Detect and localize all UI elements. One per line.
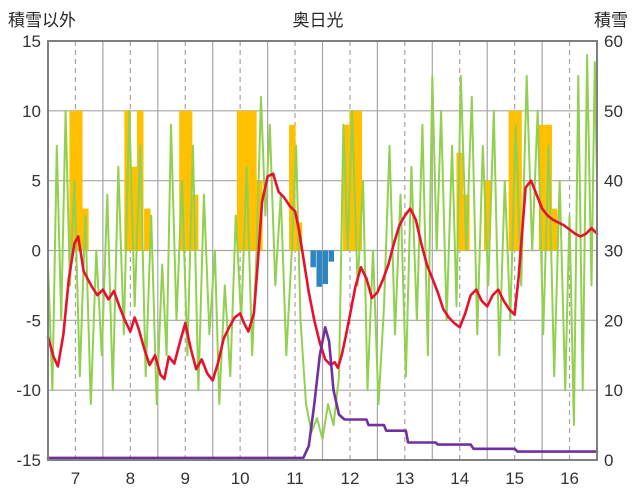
orange-bars-bar bbox=[69, 110, 76, 251]
red-line bbox=[46, 172, 599, 382]
orange-bars-bar bbox=[355, 110, 363, 251]
blue-bars-bar bbox=[310, 250, 316, 268]
orange-bars-bar bbox=[185, 110, 193, 251]
orange-bars-bar bbox=[349, 110, 356, 251]
right-axis-tick-label: 10 bbox=[604, 381, 623, 400]
orange-bars-bar bbox=[508, 110, 516, 251]
blue-bars-bar bbox=[322, 250, 328, 285]
x-axis-tick-label: 9 bbox=[181, 469, 190, 488]
right-axis-tick-label: 50 bbox=[604, 102, 623, 121]
left-axis-tick-label: -5 bbox=[26, 311, 41, 330]
orange-bars-bar bbox=[550, 208, 558, 251]
purple-line bbox=[46, 325, 599, 460]
left-axis-tick-label: 5 bbox=[32, 172, 41, 191]
blue-bars-bar bbox=[316, 250, 322, 287]
orange-bars-bar bbox=[236, 110, 244, 251]
orange-bars-bar bbox=[256, 180, 263, 251]
right-axis-tick-label: 40 bbox=[604, 172, 623, 191]
right-axis-tick-label: 30 bbox=[604, 242, 623, 261]
blue-bars-bar bbox=[328, 250, 335, 262]
green-line bbox=[47, 54, 598, 441]
orange-bars-bar bbox=[289, 124, 296, 251]
right-axis-tick-label: 20 bbox=[604, 311, 623, 330]
orange-bars-bar bbox=[250, 110, 257, 251]
x-axis-tick-label: 10 bbox=[231, 469, 250, 488]
plot-border bbox=[47, 40, 598, 461]
left-axis-tick-label: -10 bbox=[16, 381, 41, 400]
orange-bars-bar bbox=[538, 124, 546, 251]
left-axis-tick-label: 10 bbox=[22, 102, 41, 121]
orange-bars-bar bbox=[456, 152, 464, 251]
x-axis-tick-label: 15 bbox=[505, 469, 524, 488]
x-axis-tick-label: 14 bbox=[450, 469, 469, 488]
left-axis-tick-label: 15 bbox=[22, 32, 41, 51]
right-axis-title: 積雪 bbox=[594, 11, 628, 30]
orange-bars-bar bbox=[75, 110, 83, 251]
x-axis-tick-label: 13 bbox=[395, 469, 414, 488]
orange-bars-bar bbox=[545, 124, 552, 251]
right-axis-tick-label: 0 bbox=[604, 451, 613, 470]
orange-bars-bar bbox=[130, 166, 138, 251]
orange-bars-bar bbox=[144, 208, 151, 251]
left-axis-title: 積雪以外 bbox=[8, 11, 76, 30]
x-axis-tick-label: 8 bbox=[126, 469, 135, 488]
right-axis-tick-label: 60 bbox=[604, 32, 623, 51]
x-axis-tick-label: 12 bbox=[340, 469, 359, 488]
orange-bars-bar bbox=[483, 180, 491, 251]
left-axis-tick-label: -15 bbox=[16, 451, 41, 470]
x-axis-tick-label: 16 bbox=[560, 469, 579, 488]
x-axis-tick-label: 7 bbox=[71, 469, 80, 488]
left-axis-tick-label: 0 bbox=[32, 242, 41, 261]
chart-title: 奥日光 bbox=[292, 11, 344, 30]
x-axis-tick-label: 11 bbox=[286, 469, 304, 488]
